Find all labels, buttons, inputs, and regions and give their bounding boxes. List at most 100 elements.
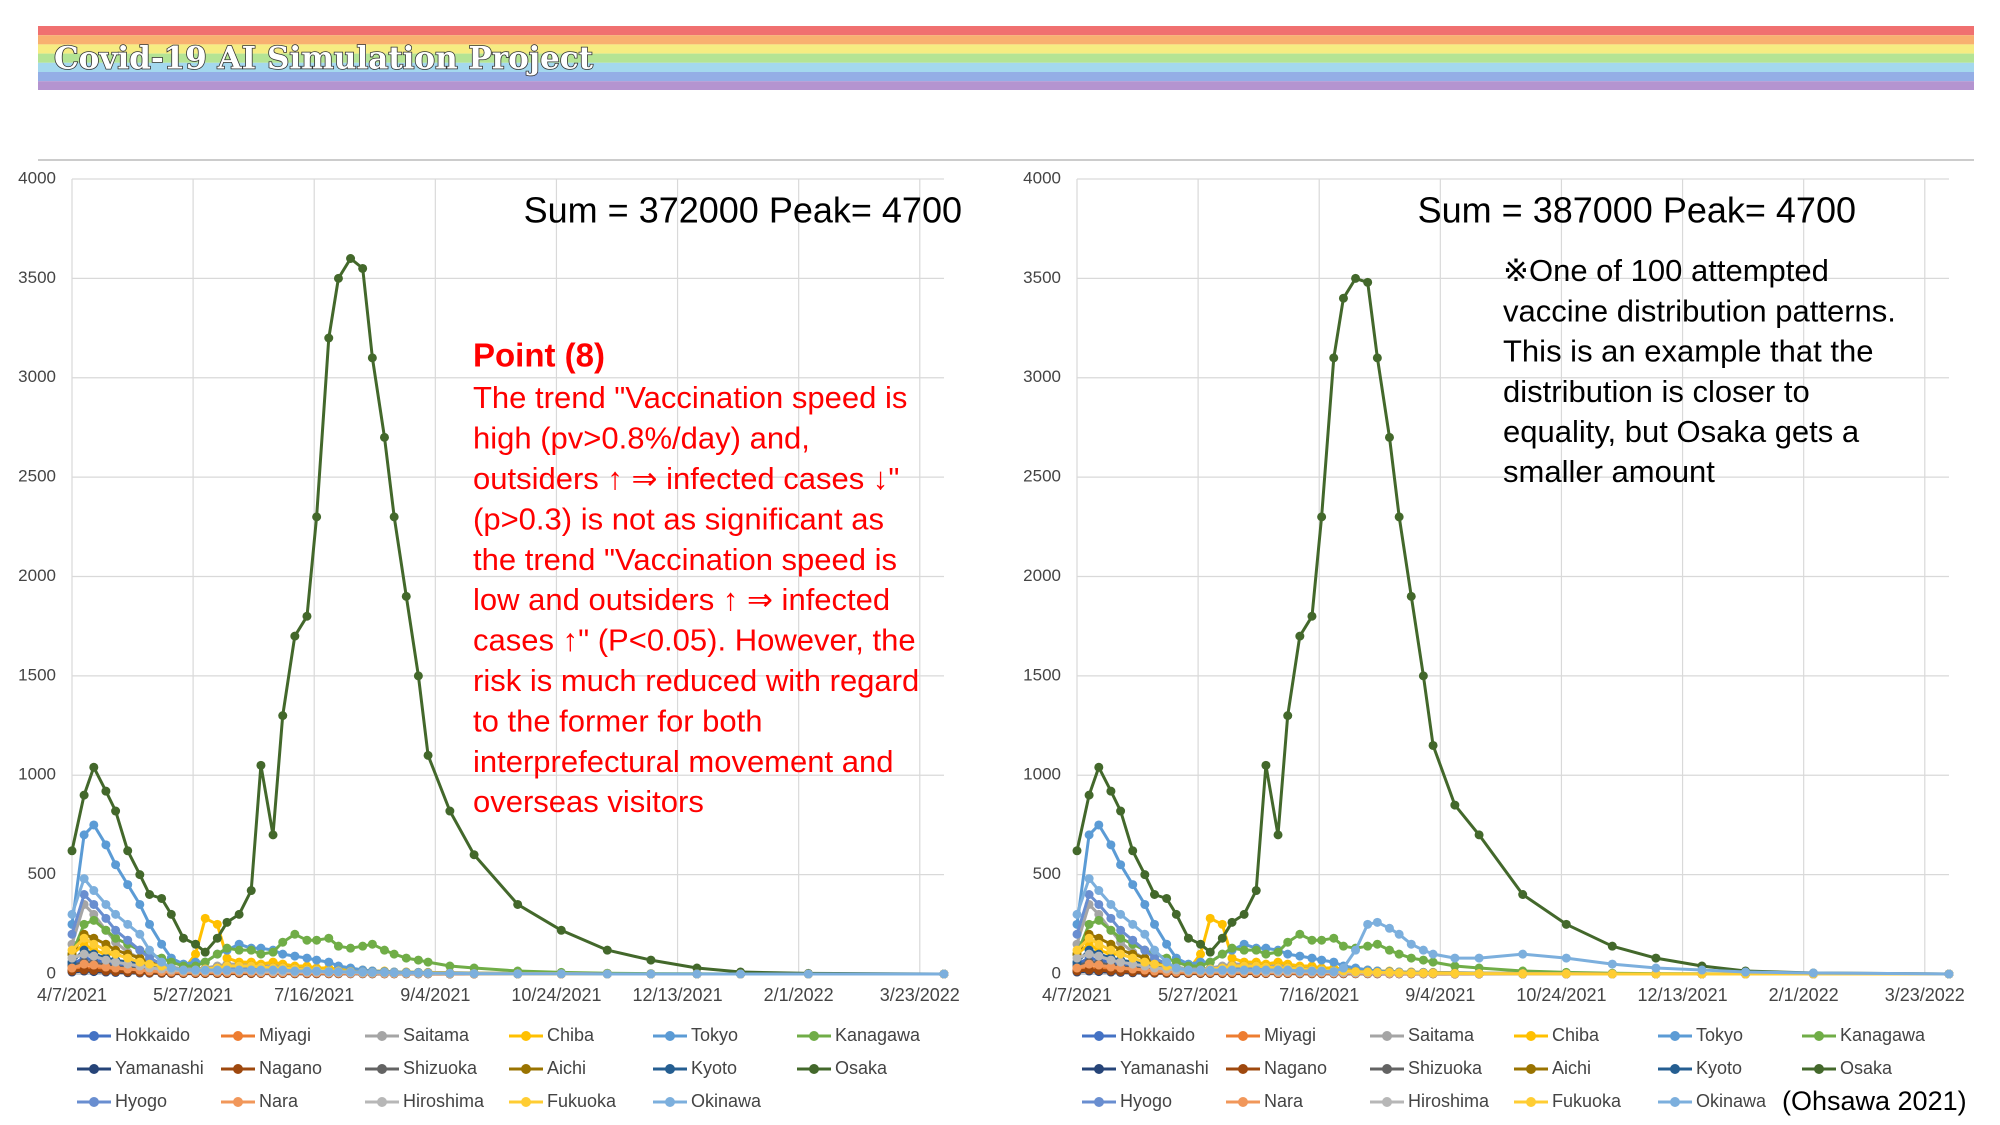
x-tick-label: 9/4/2021 [400, 985, 470, 1005]
y-tick-label: 1500 [1023, 665, 1061, 684]
data-point [89, 960, 99, 970]
x-tick-label: 12/13/2021 [633, 985, 723, 1005]
data-point [1106, 786, 1116, 796]
data-point [1384, 945, 1394, 955]
data-point [1239, 909, 1249, 919]
legend-label: Osaka [835, 1058, 888, 1078]
data-point [1741, 967, 1751, 977]
legend-label: Aichi [547, 1058, 586, 1078]
data-point [1171, 963, 1181, 973]
data-point [1205, 965, 1215, 975]
data-point [1406, 939, 1416, 949]
data-point [278, 937, 288, 947]
data-point [333, 273, 343, 283]
data-point [1283, 711, 1293, 721]
data-point [89, 886, 99, 896]
data-point [178, 965, 188, 975]
data-point [1474, 969, 1484, 979]
legend-marker [809, 1031, 819, 1041]
data-point [1338, 963, 1348, 973]
data-point [513, 969, 523, 979]
data-point [469, 850, 479, 860]
data-point [1140, 957, 1150, 967]
data-point [268, 830, 278, 840]
data-point [513, 899, 523, 909]
data-point [234, 965, 244, 975]
data-point [1450, 800, 1460, 810]
data-point [1518, 969, 1528, 979]
legend-marker [1238, 1064, 1248, 1074]
data-point [157, 957, 167, 967]
data-point [79, 949, 89, 959]
annotation-line: The trend "Vaccination speed is [473, 380, 907, 415]
data-point [401, 591, 411, 601]
data-point [556, 925, 566, 935]
data-point [1261, 965, 1271, 975]
data-point [1317, 955, 1327, 965]
y-tick-label: 3000 [18, 367, 56, 386]
data-point [1084, 790, 1094, 800]
data-point [212, 949, 222, 959]
legend-marker [1814, 1064, 1824, 1074]
data-point [1474, 953, 1484, 963]
data-point [1372, 939, 1382, 949]
data-point [1697, 965, 1707, 975]
x-tick-label: 9/4/2021 [1405, 985, 1475, 1005]
data-point [1106, 955, 1116, 965]
data-point [145, 945, 155, 955]
data-point [1273, 965, 1283, 975]
data-point [1239, 945, 1249, 955]
data-point [1518, 949, 1528, 959]
data-point [1140, 899, 1150, 909]
legend-label: Fukuoka [547, 1091, 617, 1111]
data-point [312, 512, 322, 522]
data-point [1372, 917, 1382, 927]
legend-label: Miyagi [1264, 1025, 1316, 1045]
legend-marker [1382, 1064, 1392, 1074]
x-tick-label: 5/27/2021 [153, 985, 233, 1005]
data-point [1428, 968, 1438, 978]
data-point [1084, 933, 1094, 943]
legend-marker [1382, 1031, 1392, 1041]
legend-label: Hokkaido [1120, 1025, 1195, 1045]
data-point [1116, 860, 1126, 870]
data-point [1196, 949, 1206, 959]
legend-marker [89, 1097, 99, 1107]
data-point [1072, 846, 1082, 856]
data-point [1283, 965, 1293, 975]
annotation-line: cases ↑" (P<0.05). However, the [473, 623, 916, 658]
data-point [1283, 949, 1293, 959]
data-point [1128, 935, 1138, 945]
legend-marker [665, 1097, 675, 1107]
legend-marker [1526, 1097, 1536, 1107]
stripe [38, 26, 1974, 36]
data-point [123, 846, 133, 856]
data-point [445, 961, 455, 971]
data-point [312, 935, 322, 945]
data-point [1406, 591, 1416, 601]
credit: (Ohsawa 2021) [1782, 1086, 1967, 1116]
data-point [1307, 611, 1317, 621]
x-tick-label: 2/1/2022 [1769, 985, 1839, 1005]
data-point [1150, 959, 1160, 969]
legend-marker [809, 1064, 819, 1074]
data-point [1363, 941, 1373, 951]
data-point [101, 945, 111, 955]
legend-label: Kyoto [1696, 1058, 1742, 1078]
data-point [1394, 968, 1404, 978]
data-point [1227, 965, 1237, 975]
legend-label: Yamanashi [1120, 1058, 1209, 1078]
data-point [1227, 917, 1237, 927]
data-point [79, 830, 89, 840]
data-point [1128, 953, 1138, 963]
x-tick-label: 10/24/2021 [1516, 985, 1606, 1005]
y-tick-label: 3500 [18, 268, 56, 287]
legend-label: Kyoto [691, 1058, 737, 1078]
data-point [101, 899, 111, 909]
data-point [1106, 840, 1116, 850]
x-tick-label: 2/1/2022 [764, 985, 834, 1005]
data-point [191, 939, 201, 949]
data-point [1283, 937, 1293, 947]
data-point [157, 893, 167, 903]
legend-label: Saitama [403, 1025, 470, 1045]
